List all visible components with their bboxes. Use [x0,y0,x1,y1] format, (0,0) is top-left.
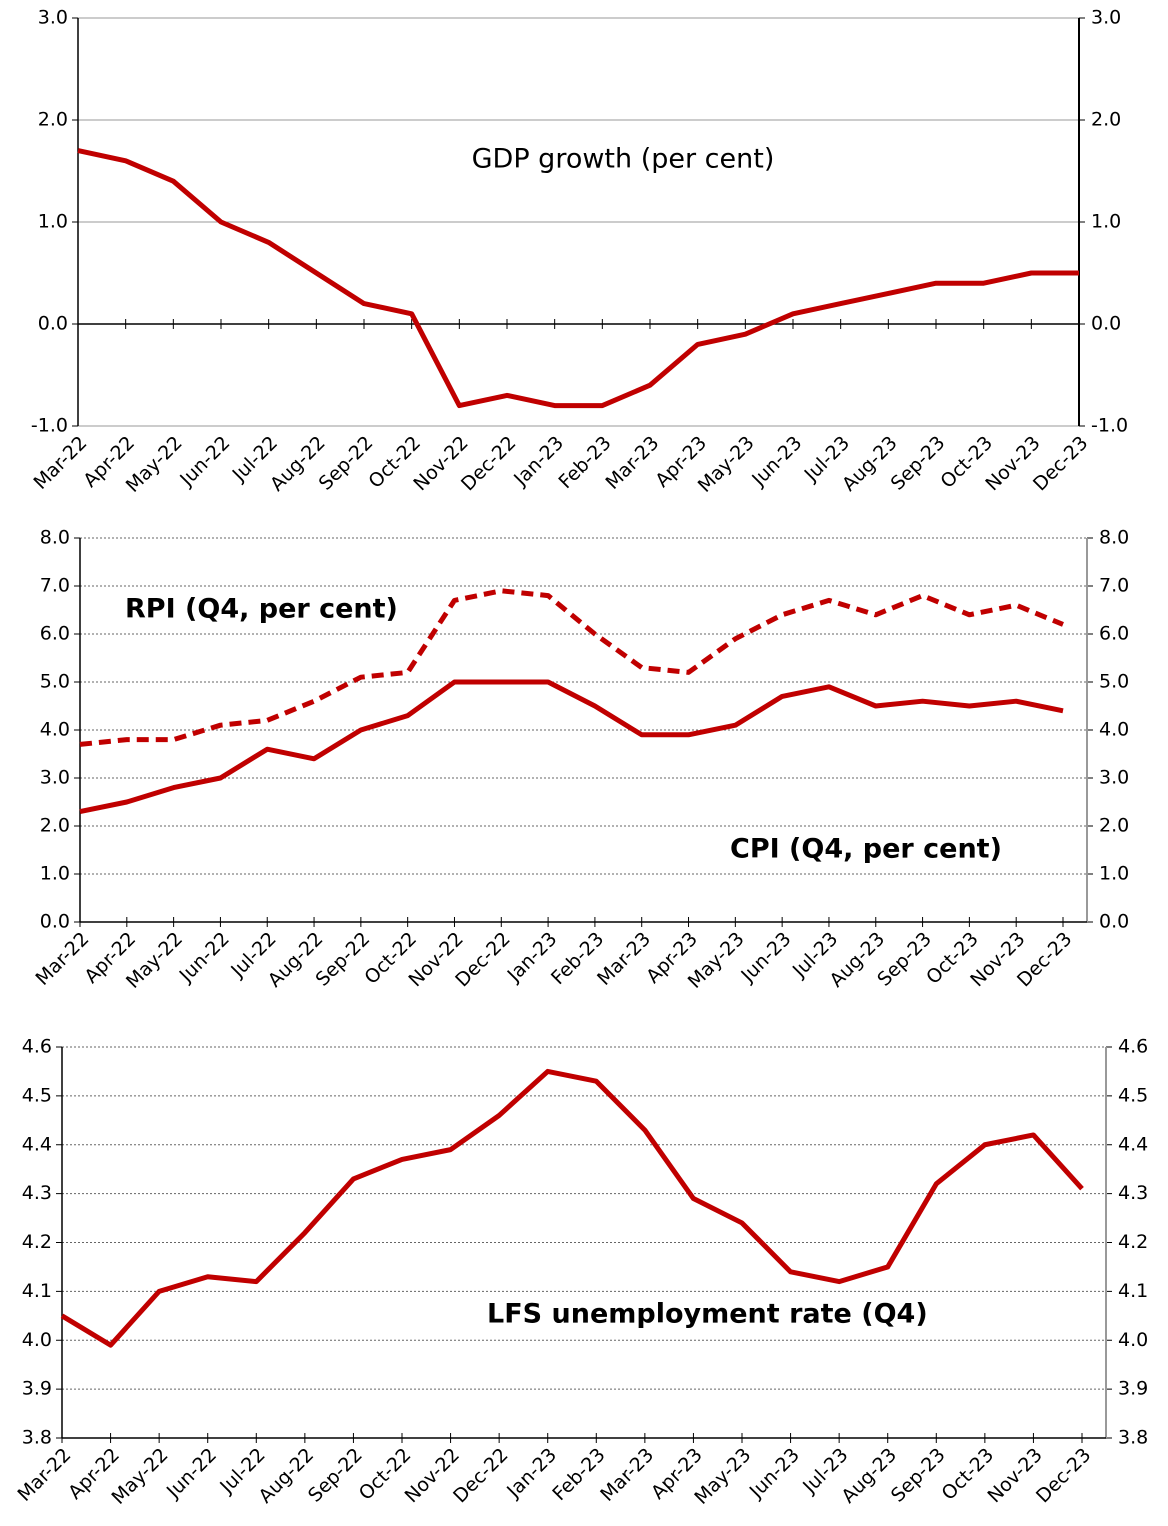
x-tick-label: Aug-23 [837,1444,901,1508]
y2-tick-label: 5.0 [1099,671,1129,693]
y-tick-label: 6.0 [40,623,70,645]
y-tick-label: 4.1 [22,1280,52,1302]
y2-tick-label: 3.0 [1091,7,1121,29]
y2-tick-label: 4.1 [1118,1280,1148,1302]
y-tick-label: 5.0 [40,671,70,693]
y2-tick-label: 1.0 [1099,863,1129,885]
y-tick-label: 4.4 [22,1133,52,1155]
x-tick-label: Jun-22 [175,432,234,491]
x-tick-label: Dec-23 [1032,1444,1096,1508]
y-tick-label: 7.0 [40,575,70,597]
y-tick-label: 4.0 [22,1329,52,1351]
series-line [79,679,1064,815]
y-tick-label: 3.0 [40,767,70,789]
x-tick-label: Jun-22 [162,1444,221,1503]
y2-tick-label: 3.9 [1118,1378,1148,1400]
series-line [77,148,1079,409]
y2-tick-label: 4.6 [1118,1036,1148,1058]
x-tick-label: Jun-22 [175,928,234,987]
x-tick-label: Mar-22 [29,432,91,494]
x-tick-label: Jun-23 [747,432,806,491]
series-label: RPI (Q4, per cent) [125,594,398,625]
y-tick-label: 3.9 [22,1378,52,1400]
x-tick-label: Sep-22 [304,1444,367,1507]
y-tick-label: 0.0 [40,911,70,933]
y2-tick-label: -1.0 [1091,415,1128,437]
x-tick-label: Dec-22 [449,1444,513,1508]
y-tick-label: 4.3 [22,1182,52,1204]
y-tick-label: 0.0 [38,313,68,335]
x-tick-label: Mar-23 [593,928,655,990]
y2-tick-label: 3.0 [1099,767,1129,789]
y2-tick-label: 2.0 [1091,109,1121,131]
x-tick-label: Aug-22 [255,1444,319,1508]
y-tick-label: 2.0 [40,815,70,837]
y-tick-label: -1.0 [31,415,68,437]
y2-tick-label: 6.0 [1099,623,1129,645]
x-tick-label: Mar-23 [601,432,663,494]
series-label: LFS unemployment rate (Q4) [487,1299,928,1330]
y2-tick-label: 8.0 [1099,527,1129,549]
y2-tick-label: 4.3 [1118,1182,1148,1204]
x-tick-label: Mar-22 [13,1444,75,1506]
x-tick-label: Sep-23 [887,432,950,495]
y-tick-label: 2.0 [38,109,68,131]
series-line [79,588,1064,747]
y-tick-label: 3.8 [22,1427,52,1449]
series-label: CPI (Q4, per cent) [730,834,1002,865]
y2-tick-label: 0.0 [1091,313,1121,335]
x-tick-label: Mar-22 [31,928,93,990]
y2-tick-label: 4.5 [1118,1084,1148,1106]
y-tick-label: 4.0 [40,719,70,741]
x-tick-label: Sep-22 [315,432,378,495]
y-tick-label: 1.0 [40,863,70,885]
y-tick-label: 4.5 [22,1084,52,1106]
y2-tick-label: 4.0 [1118,1329,1148,1351]
y2-tick-label: 4.4 [1118,1133,1148,1155]
y2-tick-label: 4.0 [1099,719,1129,741]
x-tick-label: Jun-23 [736,928,795,987]
y2-tick-label: 0.0 [1099,911,1129,933]
y2-tick-label: 3.8 [1118,1427,1148,1449]
series-label: GDP growth (per cent) [472,144,775,175]
y-tick-label: 8.0 [40,527,70,549]
series-line [60,1068,1084,1348]
x-tick-label: Jun-23 [745,1444,804,1503]
y-tick-label: 3.0 [38,7,68,29]
y2-tick-label: 7.0 [1099,575,1129,597]
x-tick-label: Sep-23 [887,1444,950,1507]
y-tick-label: 4.6 [22,1036,52,1058]
x-tick-label: Feb-23 [548,1444,609,1505]
y2-tick-label: 1.0 [1091,211,1121,233]
y2-tick-label: 2.0 [1099,815,1129,837]
y2-tick-label: 4.2 [1118,1231,1148,1253]
y-tick-label: 1.0 [38,211,68,233]
x-tick-label: Mar-23 [596,1444,658,1506]
y-tick-label: 4.2 [22,1231,52,1253]
